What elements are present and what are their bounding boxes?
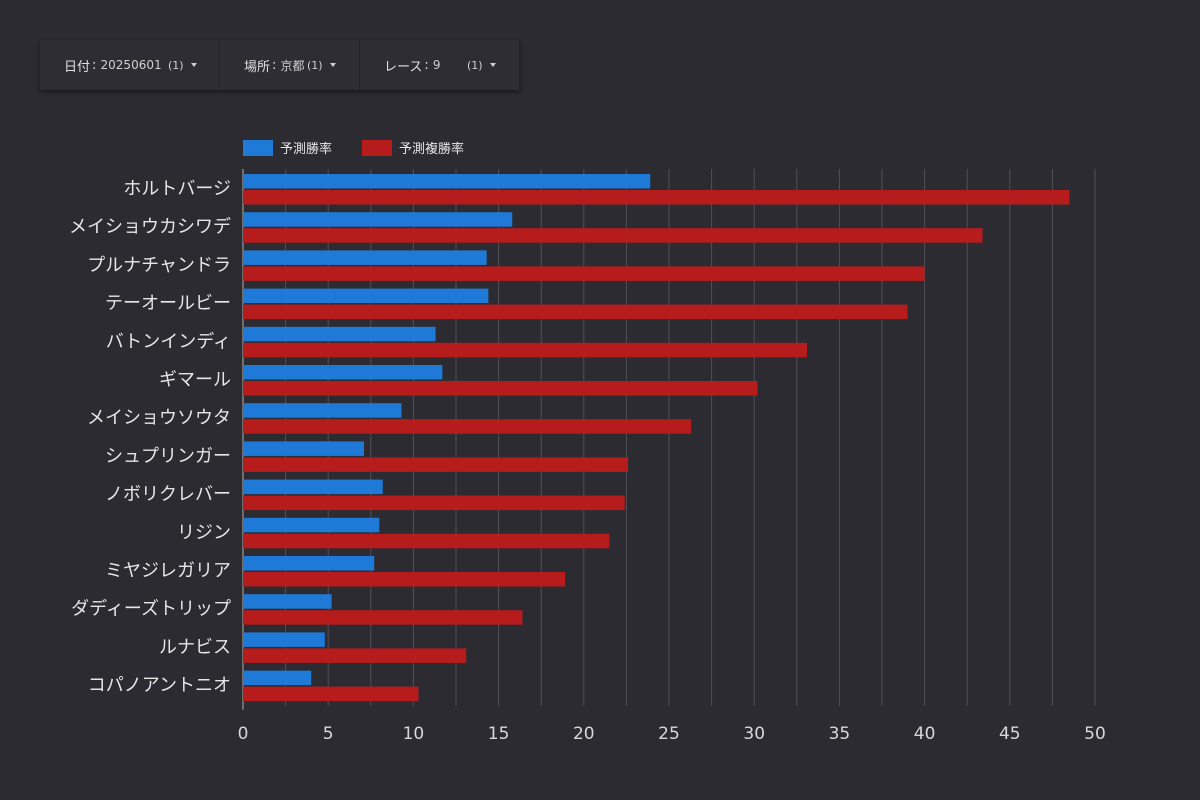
x-tick-label: 35 — [829, 724, 851, 744]
x-tick-label: 20 — [573, 724, 595, 744]
legend-swatch-place — [362, 140, 392, 156]
category-label: ギマール — [159, 370, 231, 391]
bar-place — [243, 610, 523, 625]
x-tick-label: 15 — [488, 724, 510, 744]
bar-place — [243, 266, 925, 281]
bar-place — [243, 648, 467, 663]
grid — [242, 169, 1096, 710]
bar-place — [243, 457, 629, 472]
x-tick-label: 25 — [658, 724, 680, 744]
bar-place — [243, 228, 983, 243]
x-tick-label: 10 — [403, 724, 425, 744]
bar-win — [243, 632, 325, 647]
category-label: ノボリクレバー — [105, 484, 231, 505]
legend: 予測勝率 予測複勝率 — [243, 140, 464, 157]
category-label: メイショウカシワデ — [69, 217, 231, 238]
bar-win — [243, 174, 651, 189]
x-tick-label: 5 — [323, 724, 334, 744]
category-label: プルナチャンドラ — [87, 255, 231, 276]
filter-date[interactable]: 日付: 20250601 (1) — [40, 40, 220, 90]
filter-date-count: (1) — [168, 58, 184, 72]
filter-venue[interactable]: 場所: 京都 (1) — [220, 40, 360, 90]
bar-place — [243, 572, 566, 587]
bar-win — [243, 670, 312, 686]
category-label: バトンインディ — [106, 331, 231, 352]
legend-label-place: 予測複勝率 — [399, 141, 464, 157]
chevron-down-icon — [330, 63, 336, 67]
category-label: ミヤジレガリア — [105, 561, 231, 582]
filter-venue-count: (1) — [307, 58, 323, 72]
bars — [243, 174, 1070, 702]
bar-win — [243, 403, 402, 418]
bar-win — [243, 212, 513, 227]
category-label: コパノアントニオ — [88, 675, 231, 696]
filter-race[interactable]: レース: 9 (1) — [360, 40, 520, 90]
bar-place — [243, 495, 625, 511]
legend-label-win: 予測勝率 — [280, 141, 332, 157]
x-tick-label: 45 — [999, 724, 1021, 744]
bar-win — [243, 517, 380, 533]
x-tick-label: 0 — [238, 724, 249, 744]
bar-place — [243, 381, 758, 396]
filter-date-label: 日付 — [64, 59, 91, 75]
x-tick-label: 40 — [914, 724, 936, 744]
bar-win — [243, 288, 489, 304]
bar-win — [243, 326, 436, 342]
category-label: ルナビス — [159, 637, 231, 658]
bar-win — [243, 365, 443, 380]
bar-win — [243, 556, 375, 571]
chevron-down-icon — [490, 63, 496, 67]
filter-race-count: (1) — [467, 58, 483, 72]
category-label: シュプリンガー — [105, 446, 231, 467]
legend-swatch-win — [243, 140, 273, 156]
category-label: ホルトバージ — [123, 179, 231, 200]
filter-venue-value: 京都 — [280, 58, 305, 73]
bar-win — [243, 441, 364, 456]
category-label: メイショウソウタ — [87, 408, 231, 429]
filter-venue-label: 場所 — [244, 59, 271, 75]
category-label: リジン — [177, 522, 231, 543]
filter-race-label: レース — [384, 59, 423, 75]
bar-place — [243, 304, 908, 320]
x-tick-label: 30 — [743, 724, 765, 744]
bar-place — [243, 533, 610, 549]
chevron-down-icon — [191, 63, 197, 67]
filter-race-value: 9 — [432, 58, 441, 72]
bar-place — [243, 419, 692, 434]
filter-bar: 日付: 20250601 (1) 場所: 京都 (1) レース: 9 (1) — [40, 40, 520, 90]
bar-place — [243, 686, 419, 702]
bar-place — [243, 190, 1070, 205]
bar-win — [243, 250, 487, 265]
x-tick-label: 50 — [1084, 724, 1106, 744]
category-label: テーオールビー — [105, 293, 231, 314]
bar-place — [243, 342, 808, 358]
bar-win — [243, 594, 332, 609]
category-label: ダディーズトリップ — [71, 599, 231, 620]
bar-win — [243, 479, 383, 495]
category-labels: ホルトバージメイショウカシワデプルナチャンドラテーオールビーバトンインディギマー… — [69, 179, 231, 697]
filter-date-value: 20250601 — [100, 58, 162, 72]
x-axis-ticks: 0 5 10 15 20 25 30 35 40 45 50 — [238, 724, 1106, 744]
